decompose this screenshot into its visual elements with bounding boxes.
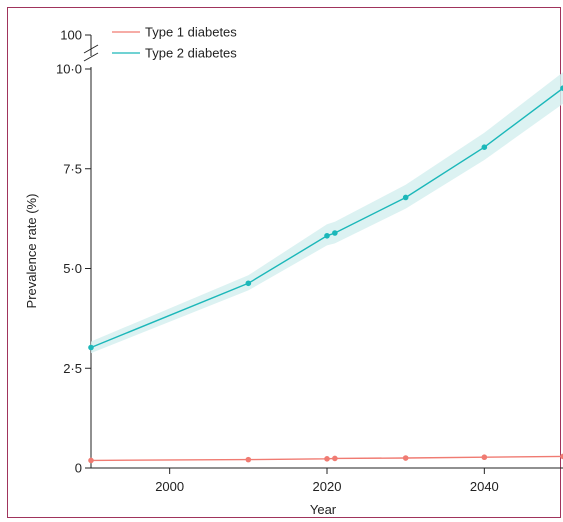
data-point-series-1 (481, 144, 488, 151)
x-tick-label: 2040 (470, 479, 499, 494)
y-break-mark (83, 52, 99, 62)
y-axis-ticks: 0 2·5 5·0 7·5 10·0 (56, 34, 91, 476)
data-point-series-1 (88, 344, 94, 351)
data-point-series-1 (402, 194, 409, 201)
data-point-series-1 (324, 232, 330, 239)
y-tick-label: 5·0 (63, 261, 82, 276)
data-point-series-0 (245, 456, 252, 463)
y-break-mark (83, 44, 99, 54)
data-point-series-0 (560, 453, 563, 460)
y-break-tick-label: 100 (60, 28, 82, 43)
y-tick-label: 10·0 (56, 62, 82, 77)
data-point-series-0 (332, 455, 338, 462)
y-tick-label: 0 (75, 461, 82, 476)
data-point-series-1 (245, 280, 252, 287)
figure-frame (7, 7, 561, 518)
data-point-series-0 (324, 456, 330, 462)
legend-label-type-2: Type 2 diabetes (145, 46, 237, 61)
x-tick-label: 2000 (155, 479, 184, 494)
data-point-series-1 (332, 230, 338, 236)
x-axis-title: Year (310, 502, 337, 517)
y-axis-break-marker (83, 44, 99, 62)
data-point-series-0 (88, 457, 94, 464)
uncertainty-band-series-1 (91, 72, 563, 354)
x-tick-label: 2020 (313, 479, 342, 494)
legend-label-type-1: Type 1 diabetes (145, 25, 237, 40)
y-axis-title: Prevalence rate (%) (24, 194, 39, 309)
data-point-series-0 (402, 455, 409, 461)
y-tick-label: 2·5 (63, 361, 82, 376)
series-layer (88, 72, 563, 464)
x-axis-ticks: 2000 2020 2040 (155, 468, 499, 494)
data-point-series-1 (560, 85, 563, 91)
legend: Type 1 diabetes Type 2 diabetes (112, 25, 237, 61)
data-point-series-0 (481, 454, 488, 461)
y-tick-label: 7·5 (63, 161, 82, 176)
